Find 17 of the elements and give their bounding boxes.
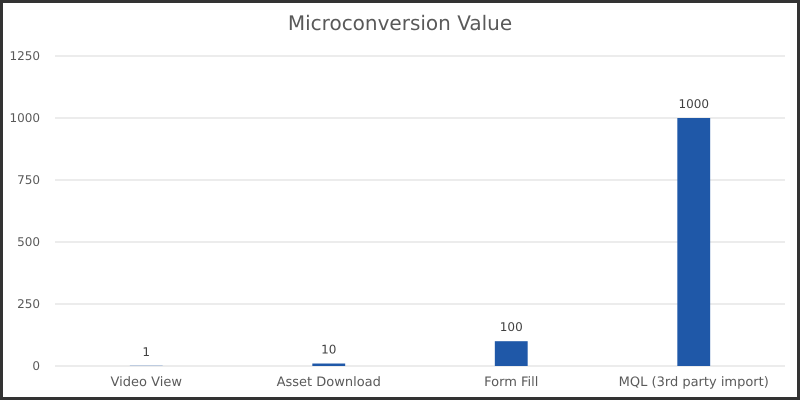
y-tick-label: 750 <box>17 173 40 188</box>
y-tick-label: 1250 <box>9 49 40 64</box>
x-tick-label: Asset Download <box>276 375 381 390</box>
data-label: 10 <box>321 342 336 357</box>
x-tick-label: Form Fill <box>484 375 538 390</box>
y-tick-label: 250 <box>17 297 40 312</box>
bar <box>677 118 710 366</box>
data-label: 100 <box>500 320 523 334</box>
y-tick-label: 0 <box>32 359 40 374</box>
bar <box>494 341 528 366</box>
data-label: 1 <box>142 344 150 359</box>
x-tick-label: MQL (3rd party import) <box>618 375 769 390</box>
x-tick-label: Video View <box>110 375 182 390</box>
y-tick-label: 1000 <box>9 111 40 126</box>
data-label: 1000 <box>678 97 710 111</box>
chart-title: Microconversion Value <box>288 11 512 35</box>
y-tick-label: 500 <box>17 235 40 250</box>
